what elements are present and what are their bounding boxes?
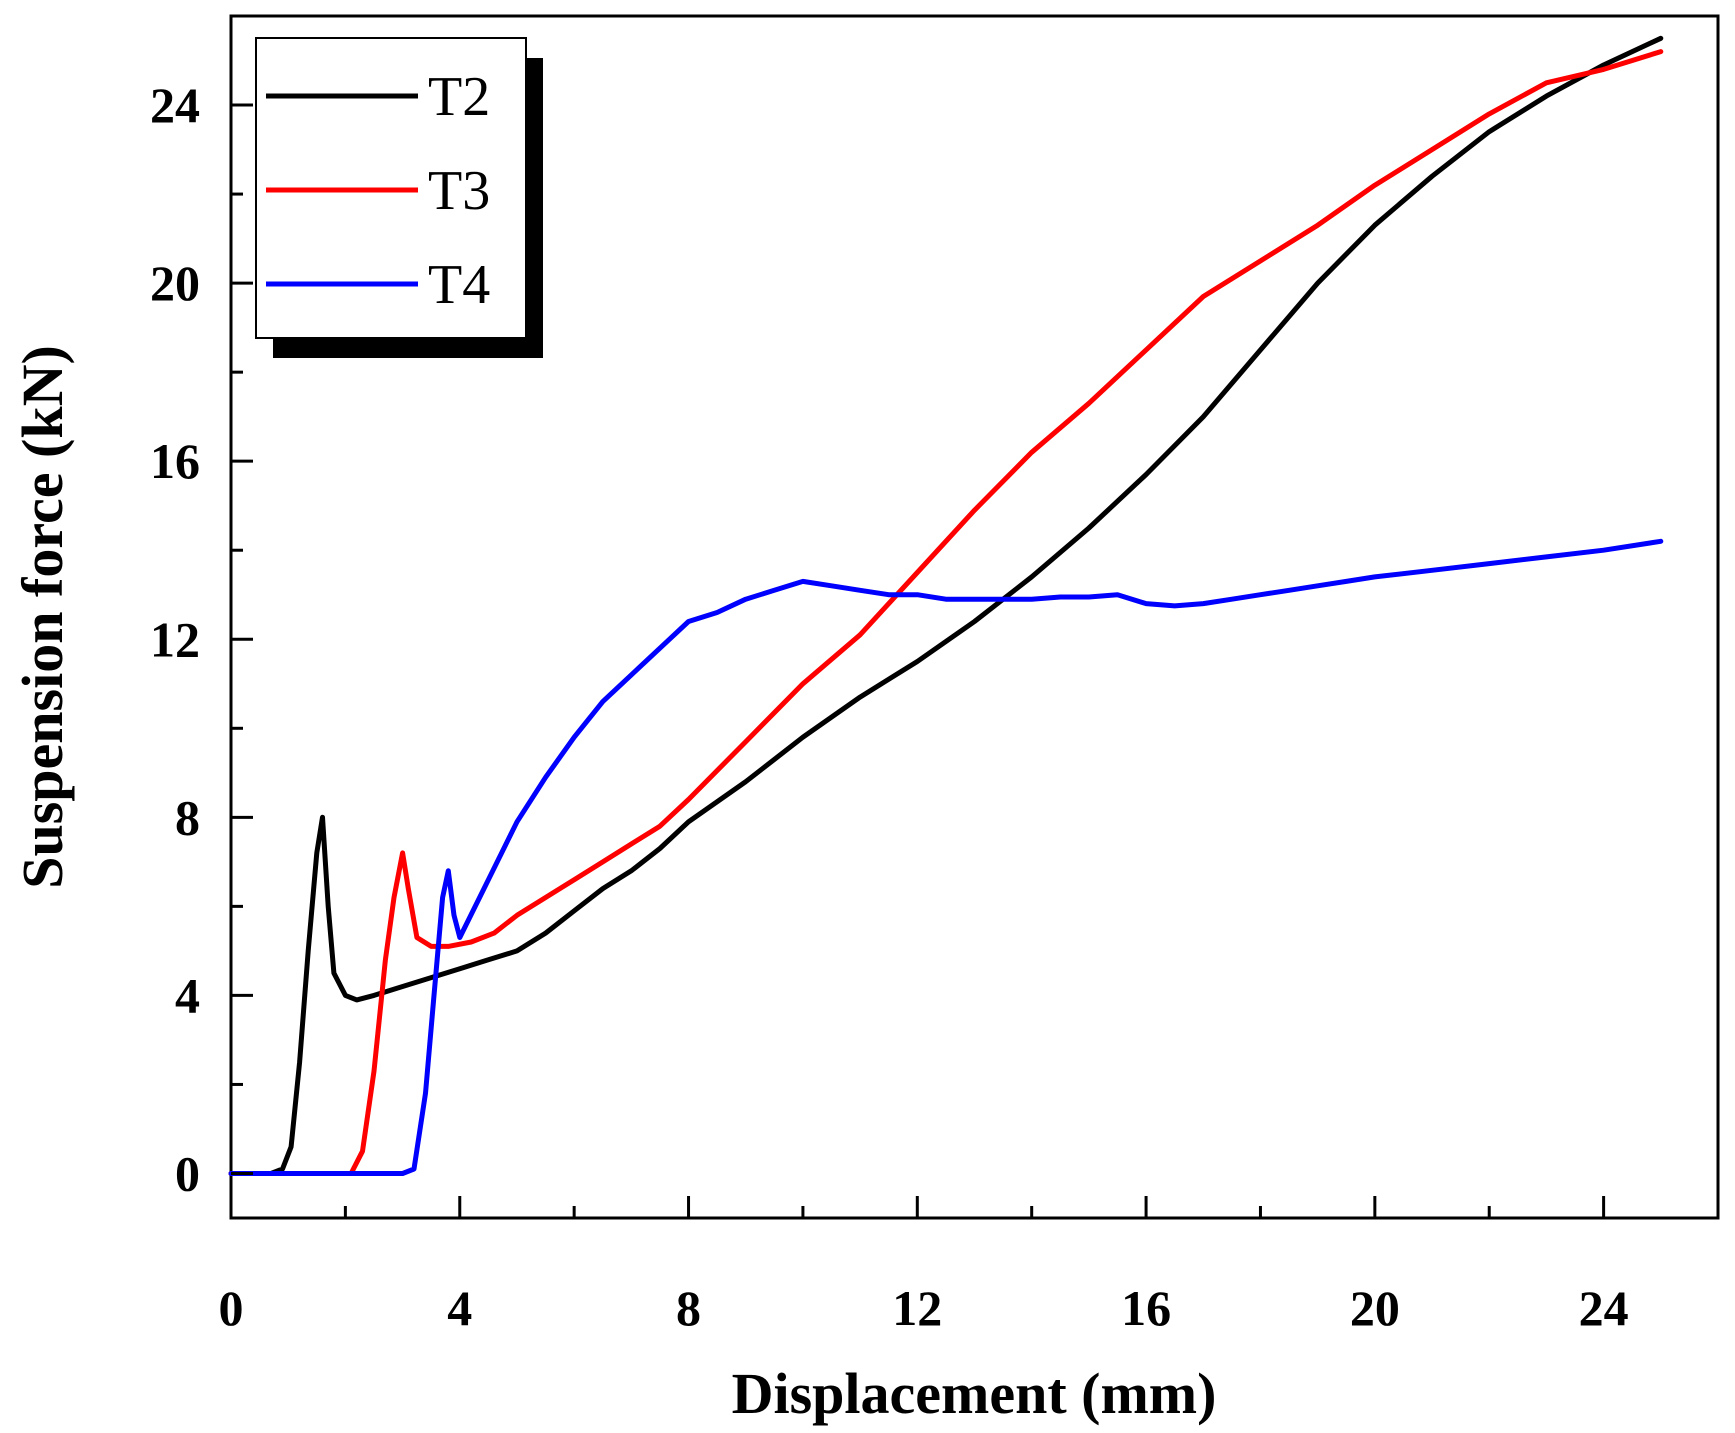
series-line-t2 (228, 35, 1664, 1176)
series-layer (228, 35, 1664, 1176)
y-tick-label: 0 (175, 1145, 200, 1201)
x-tick-label: 20 (1350, 1280, 1400, 1336)
y-tick-label: 16 (150, 433, 200, 489)
legend-label-t3: T3 (428, 160, 490, 222)
y-tick-label: 24 (150, 77, 200, 133)
legend-label-t2: T2 (428, 66, 490, 128)
x-tick-label: 0 (219, 1280, 244, 1336)
x-tick-label: 4 (447, 1280, 472, 1336)
y-tick-label: 12 (150, 611, 200, 667)
x-tick-label: 24 (1579, 1280, 1629, 1336)
x-axis-title: Displacement (mm) (732, 1361, 1217, 1426)
y-axis-title: Suspension force (kN) (10, 345, 75, 889)
x-tick-label: 8 (676, 1280, 701, 1336)
y-tick-label: 20 (150, 255, 200, 311)
legend-label-t4: T4 (428, 254, 490, 316)
x-tick-label: 12 (892, 1280, 942, 1336)
series-line-t4 (228, 538, 1664, 1176)
series-line-t3 (228, 49, 1664, 1176)
y-tick-label: 4 (175, 967, 200, 1023)
y-tick-label: 8 (175, 789, 200, 845)
legend: T2 T3 T4 (255, 37, 543, 358)
tick-layer: 0 4 8 12 16 20 24 0 4 8 12 16 20 24 (150, 77, 1629, 1336)
x-tick-label: 16 (1121, 1280, 1171, 1336)
plot-frame (229, 14, 1720, 1220)
